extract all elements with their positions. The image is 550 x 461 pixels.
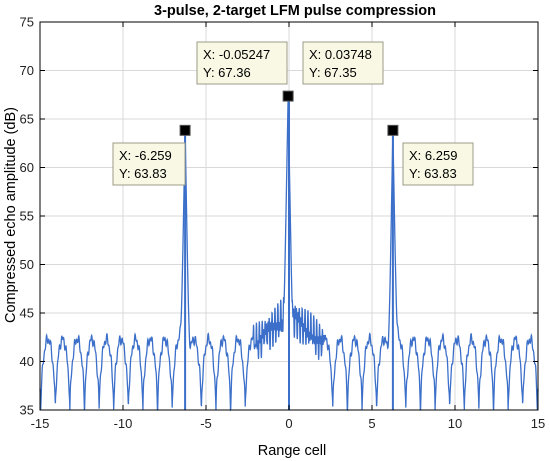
datatip-x-text: X: -6.259: [119, 148, 172, 163]
x-tick-label: 15: [531, 416, 545, 431]
x-tick-label: -15: [31, 416, 50, 431]
datatips: X: -6.259 Y: 63.83 X: -0.05247 Y: 67.36 X: 0…: [112, 41, 474, 186]
y-tick-label: 55: [20, 209, 34, 224]
datatip-box: [302, 41, 384, 85]
datatip-box: [112, 142, 186, 186]
peak-marker[interactable]: [387, 124, 399, 136]
y-tick-label: 70: [20, 63, 34, 78]
y-tick-label: 35: [20, 403, 34, 418]
datatip[interactable]: X: -6.259 Y: 63.83: [112, 142, 186, 186]
datatip[interactable]: X: -0.05247 Y: 67.36: [196, 41, 288, 85]
axis-ticks: -15 -10 -5 0 5 10 15 35 40 45 50 55 60 65 70 75: [20, 15, 546, 432]
datatip-x-text: X: 6.259: [409, 148, 457, 163]
datatip-box: [402, 142, 474, 186]
x-tick-label: 5: [368, 416, 375, 431]
x-tick-label: 10: [448, 416, 462, 431]
datatip[interactable]: X: 6.259 Y: 63.83: [402, 142, 474, 186]
y-tick-label: 60: [20, 160, 34, 175]
peak-markers: [179, 90, 399, 136]
peak-marker[interactable]: [282, 90, 294, 102]
y-tick-label: 75: [20, 15, 34, 30]
datatip-y-text: Y: 63.83: [409, 166, 457, 181]
y-tick-label: 45: [20, 306, 34, 321]
peak-marker[interactable]: [179, 124, 191, 136]
x-axis-label: Range cell: [258, 443, 327, 459]
datatip-y-text: Y: 63.83: [119, 166, 167, 181]
y-tick-label: 65: [20, 112, 34, 127]
x-tick-label: -10: [114, 416, 133, 431]
datatip-x-text: X: -0.05247: [203, 47, 270, 62]
x-tick-label: -5: [200, 416, 212, 431]
y-axis-label: Compressed echo amplitude (dB): [3, 107, 19, 323]
datatip-box: [196, 41, 288, 85]
y-tick-label: 40: [20, 354, 34, 369]
chart-title: 3-pulse, 2-target LFM pulse compression: [154, 3, 436, 19]
datatip-y-text: Y: 67.35: [309, 65, 357, 80]
x-tick-label: 0: [285, 416, 292, 431]
datatip-x-text: X: 0.03748: [309, 47, 372, 62]
datatip-y-text: Y: 67.36: [203, 65, 251, 80]
datatip[interactable]: X: 0.03748 Y: 67.35: [302, 41, 384, 85]
y-tick-label: 50: [20, 257, 34, 272]
